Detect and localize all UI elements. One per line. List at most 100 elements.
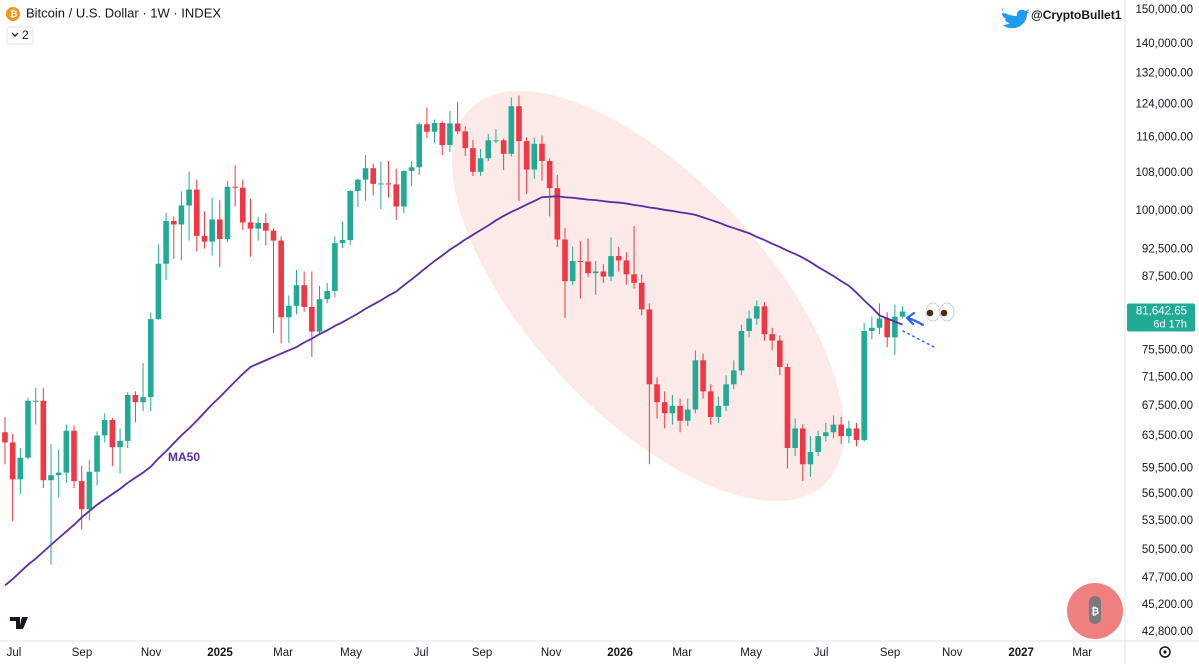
candle-body [286,305,292,318]
candle-body [224,186,231,239]
candle-body [815,436,821,453]
candle-body [861,330,867,441]
candle-body [592,271,599,274]
btc-icon-glyph: ₿ [10,9,17,19]
candle-body [654,384,660,403]
x-tick-label: Nov [141,647,162,659]
candle-body [470,148,476,172]
indicator-count: 2 [22,28,29,42]
candle-body [255,222,261,229]
candle-body [278,240,284,318]
candle-body [500,140,507,154]
candle-body [661,402,668,414]
candle-body [78,481,85,510]
candle-body [823,432,829,437]
y-tick-label: 45,200.00 [1142,599,1193,611]
candle-body [516,106,522,142]
candle-body [416,124,423,168]
candle-body [623,260,630,275]
y-tick-label: 87,500.00 [1142,271,1193,283]
projection-line [902,330,937,349]
settings-icon[interactable] [1159,646,1171,658]
candle-body [48,475,54,481]
countdown-label: 6d 17h [1153,318,1187,330]
x-tick-label: 2026 [607,647,633,659]
candle-body [800,428,806,465]
x-tick-label: Nov [942,647,963,659]
candle-body [892,316,898,338]
candle-body [239,187,246,223]
candle-body [293,285,300,306]
candle-body [899,311,906,317]
candle-body [608,256,614,277]
x-tick-label: Jul [814,647,829,659]
candle-body [807,452,814,465]
candle-body [869,327,875,331]
candle-body [347,190,353,241]
y-tick-label: 71,500.00 [1142,371,1193,383]
candle-body [109,420,116,448]
eyes-emoji [925,302,955,322]
candle-body [776,340,783,368]
candle-body [309,306,315,332]
x-tick-label: Sep [72,647,92,659]
x-tick-label: 2027 [1008,647,1034,659]
x-tick-label: May [740,647,762,659]
candle-body [715,405,722,418]
candle-body [170,220,177,225]
candle-body [401,170,407,207]
y-tick-label: 50,500.00 [1142,544,1193,556]
ma-label: MA50 [168,450,200,464]
candle-body [600,271,607,277]
candle-body [355,179,361,191]
candle-body [86,471,93,510]
candle-body [339,240,346,244]
candle-body [370,168,377,184]
candle-body [462,131,469,149]
candle-body [186,189,192,206]
candle-body [738,330,745,371]
x-tick-label: Sep [472,647,492,659]
chart-title: Bitcoin / U.S. Dollar · 1W · INDEX [26,5,221,20]
candle-body [477,158,484,172]
candle-body [508,106,515,154]
y-tick-label: 59,500.00 [1142,462,1193,474]
x-tick-label: May [340,647,362,659]
candle-body [615,256,622,261]
candle-body [408,167,415,171]
candle-body [577,260,584,262]
candle-body [40,400,47,481]
indicator-toggle[interactable] [6,26,34,45]
candle-body [562,239,568,282]
candle-body [362,168,369,180]
candle-body [753,306,760,319]
candle-body [723,384,729,406]
candle-body [9,442,16,480]
candle-body [684,409,691,421]
candle-body [25,400,31,458]
candle-body [117,440,123,448]
candle-body [263,222,269,231]
candle-body [385,183,392,185]
chevron [11,32,19,37]
candle-body [846,428,852,437]
candle-body [692,360,699,410]
candle-body [155,263,162,320]
candle-body [884,318,890,338]
candle-body [853,428,860,441]
candle-body [631,274,637,283]
candle-body [730,370,737,385]
y-tick-label: 47,700.00 [1142,572,1193,584]
x-tick-label: Mar [273,647,293,659]
y-tick-label: 53,500.00 [1142,515,1193,527]
y-tick-label: 42,800.00 [1142,626,1193,638]
candle-body [55,472,62,476]
bullet-glyph: ₿ [1091,606,1099,618]
candle-body [132,394,139,403]
x-tick-label: Mar [1072,647,1092,659]
candle-body [301,285,307,307]
x-tick-label: Jul [7,647,22,659]
candle-body [447,123,453,146]
